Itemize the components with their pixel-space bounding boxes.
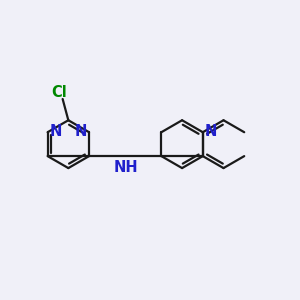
Text: NH: NH [114, 160, 138, 175]
Text: N: N [75, 124, 87, 139]
Text: Cl: Cl [51, 85, 67, 100]
Text: N: N [49, 124, 62, 139]
Text: N: N [205, 124, 217, 139]
